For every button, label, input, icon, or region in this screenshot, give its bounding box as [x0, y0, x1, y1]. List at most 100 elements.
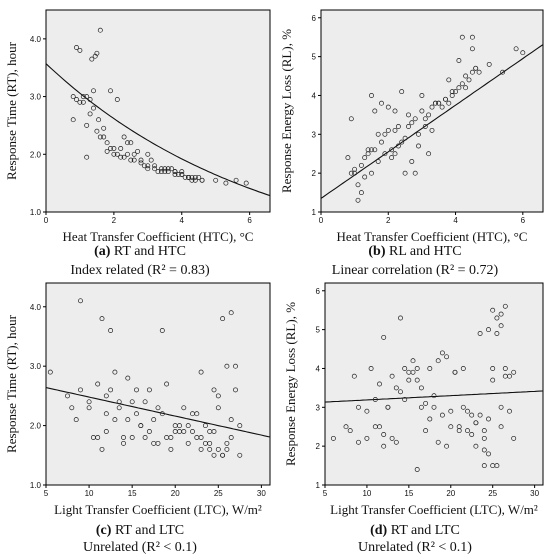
- data-point-c: [116, 405, 122, 411]
- data-point-a: [114, 97, 120, 102]
- data-point-a: [118, 146, 124, 151]
- data-point-b: [419, 93, 425, 98]
- data-point-c: [103, 429, 109, 434]
- data-point-b: [463, 85, 469, 91]
- chart-c: 5 10 15 20 25 30 1.0 2.0 3.0 4.0 Light Transfer Co…: [4, 282, 271, 517]
- data-point-d: [477, 331, 483, 336]
- y-tick-label-d: 2: [316, 442, 321, 451]
- data-point-a: [172, 169, 178, 175]
- caption-title-d: RT and LTC: [390, 523, 460, 538]
- data-point-a: [121, 154, 127, 160]
- data-point-b: [379, 100, 384, 106]
- data-point-d: [414, 366, 420, 371]
- y-tick-label-c: 1.0: [30, 481, 42, 490]
- caption-title-a: RT and HTC: [113, 244, 186, 259]
- data-point-d: [402, 397, 408, 402]
- data-point-a: [114, 151, 120, 157]
- data-point-a: [192, 174, 198, 180]
- caption-a: (a) RT and HTC: [5, 244, 275, 260]
- x-tick-label-a: 6: [247, 216, 252, 225]
- x-tick-label-b: 2: [386, 216, 391, 225]
- data-point-d: [364, 435, 370, 441]
- data-point-c: [99, 316, 105, 322]
- x-tick-label-d: 15: [404, 489, 413, 498]
- data-point-d: [444, 354, 450, 360]
- data-point-c: [112, 417, 118, 423]
- data-point-b: [389, 147, 395, 153]
- data-point-c: [211, 387, 217, 393]
- data-point-b: [446, 100, 452, 106]
- caption-title-b: RL and HTC: [389, 244, 462, 259]
- data-point-c: [108, 387, 114, 393]
- x-tick-label-b: 6: [521, 216, 526, 225]
- data-point-d: [347, 428, 353, 434]
- panel-label-b: (b): [368, 244, 386, 259]
- data-point-b: [436, 100, 442, 106]
- y-tick-label-c: 2.0: [30, 422, 42, 431]
- data-point-b: [500, 69, 506, 75]
- y-tick-label-b: 3: [312, 130, 317, 139]
- data-point-a: [97, 27, 103, 33]
- data-point-b: [419, 108, 425, 114]
- data-point-d: [427, 416, 433, 422]
- x-axis-label-d: Light Transfer Coefficient (LTC), W/m²: [330, 502, 538, 517]
- x-tick-label-d: 5: [323, 489, 328, 498]
- data-point-c: [233, 363, 238, 369]
- data-point-b: [395, 124, 401, 129]
- data-point-d: [460, 404, 466, 410]
- data-point-d: [435, 358, 441, 364]
- x-tick-label-c: 15: [128, 489, 137, 498]
- data-point-d: [502, 303, 508, 309]
- data-point-c: [164, 381, 170, 387]
- data-point-a: [158, 169, 164, 175]
- y-tick-label-c: 4.0: [30, 303, 42, 312]
- data-point-d: [439, 350, 445, 356]
- data-point-a: [145, 166, 151, 172]
- data-point-a: [128, 157, 134, 163]
- y-tick-label-b: 1: [312, 208, 317, 217]
- data-point-c: [228, 310, 234, 316]
- data-point-d: [414, 377, 420, 383]
- y-axis-label-b: Response Energy Loss (RL), %: [279, 29, 294, 193]
- data-point-c: [185, 423, 191, 429]
- y-tick-label-a: 4.0: [30, 35, 42, 44]
- data-point-a: [91, 105, 96, 111]
- data-point-c: [228, 417, 234, 423]
- data-point-c: [168, 446, 174, 452]
- x-tick-label-c: 25: [214, 489, 223, 498]
- data-point-a: [152, 166, 158, 172]
- data-point-d: [418, 404, 424, 410]
- data-point-a: [213, 177, 219, 183]
- data-point-b: [392, 108, 398, 114]
- data-point-b: [369, 170, 374, 176]
- data-point-c: [142, 435, 148, 440]
- data-point-c: [211, 429, 217, 434]
- data-point-d: [364, 408, 370, 414]
- data-point-a: [104, 140, 110, 146]
- data-point-a: [165, 166, 171, 172]
- data-point-c: [168, 435, 174, 440]
- y-tick-label-d: 6: [316, 287, 321, 296]
- data-point-a: [145, 151, 151, 157]
- data-point-d: [456, 424, 462, 430]
- data-point-c: [215, 446, 221, 452]
- data-point-a: [104, 148, 110, 154]
- data-point-d: [393, 385, 399, 391]
- data-point-a: [84, 122, 90, 128]
- y-tick-label-c: 3.0: [30, 362, 42, 371]
- data-point-a: [94, 128, 100, 134]
- data-point-b: [392, 151, 398, 157]
- data-point-c: [95, 435, 101, 440]
- data-point-a: [97, 134, 103, 140]
- caption-title-c: RT and LTC: [114, 523, 185, 538]
- data-point-d: [473, 420, 479, 426]
- data-point-c: [151, 417, 157, 423]
- y-tick-label-b: 6: [312, 14, 317, 23]
- data-point-d: [381, 443, 387, 449]
- data-point-c: [134, 387, 139, 393]
- data-point-c: [121, 435, 126, 440]
- data-point-c: [151, 440, 157, 446]
- data-point-a: [111, 151, 117, 157]
- data-point-a: [108, 146, 113, 151]
- data-point-c: [220, 316, 226, 322]
